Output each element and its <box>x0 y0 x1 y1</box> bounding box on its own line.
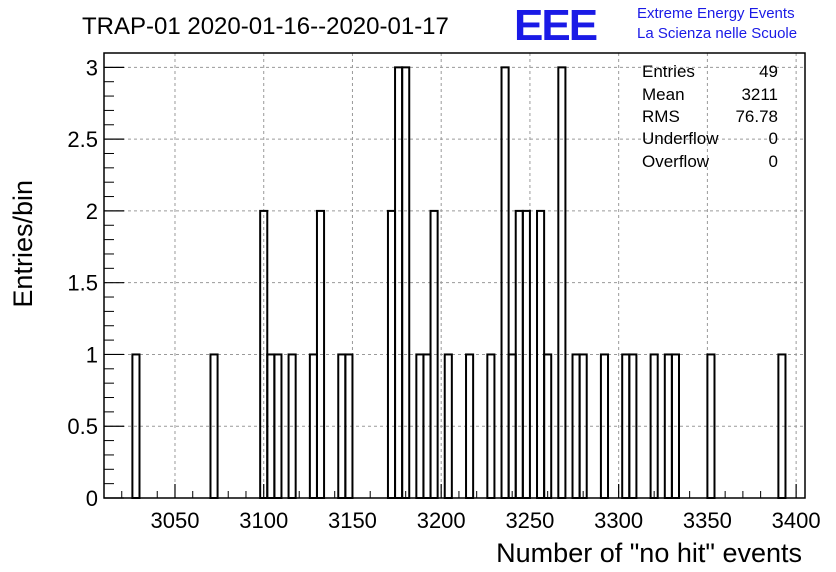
x-axis-label: Number of "no hit" events <box>496 538 802 568</box>
y-axis-label: Entries/bin <box>8 180 38 308</box>
stats-mean-value: 3211 <box>741 85 778 104</box>
x-tick-label: 3400 <box>772 508 821 533</box>
x-tick-label: 3050 <box>151 508 200 533</box>
y-tick-label: 2.5 <box>67 127 98 152</box>
stats-underflow-label: Underflow <box>642 129 719 148</box>
y-tick-label: 1 <box>86 342 98 367</box>
y-tick-label: 3 <box>86 55 98 80</box>
chart-title: TRAP-01 2020-01-16--2020-01-17 <box>82 13 449 40</box>
stats-underflow-value: 0 <box>769 129 778 148</box>
stats-overflow-label: Overflow <box>642 152 710 171</box>
plot-frame <box>103 52 806 499</box>
logo-line-1: Extreme Energy Events <box>637 5 795 22</box>
y-tick-label: 0 <box>86 486 98 511</box>
stats-entries-label: Entries <box>642 62 695 81</box>
stats-rms-value: 76.78 <box>735 107 778 126</box>
x-tick-label: 3350 <box>683 508 732 533</box>
x-tick-label: 3250 <box>505 508 554 533</box>
axis-tick-labels: 3050 3100 3150 3200 3250 3300 3350 340000.511.5… <box>67 55 820 533</box>
grid-lines <box>104 53 805 498</box>
axis-ticks <box>103 52 797 499</box>
x-tick-label: 3150 <box>328 508 377 533</box>
logo-line-2: La Scienza nelle Scuole <box>637 25 797 42</box>
stats-entries-value: 49 <box>759 62 778 81</box>
stats-rms-label: RMS <box>642 107 680 126</box>
x-tick-label: 3200 <box>417 508 466 533</box>
y-tick-label: 2 <box>86 199 98 224</box>
eee-logo-mark: EEE <box>514 1 597 50</box>
x-tick-label: 3300 <box>594 508 643 533</box>
y-tick-label: 0.5 <box>67 414 98 439</box>
x-tick-label: 3100 <box>239 508 288 533</box>
stats-mean-label: Mean <box>642 85 685 104</box>
eee-logo: EEE Extreme Energy Events La Scienza nel… <box>514 1 797 50</box>
y-tick-label: 1.5 <box>67 271 98 296</box>
stats-box: Entries 49 Mean 3211 RMS 76.78 Underflow… <box>642 62 778 171</box>
stats-overflow-value: 0 <box>769 152 778 171</box>
